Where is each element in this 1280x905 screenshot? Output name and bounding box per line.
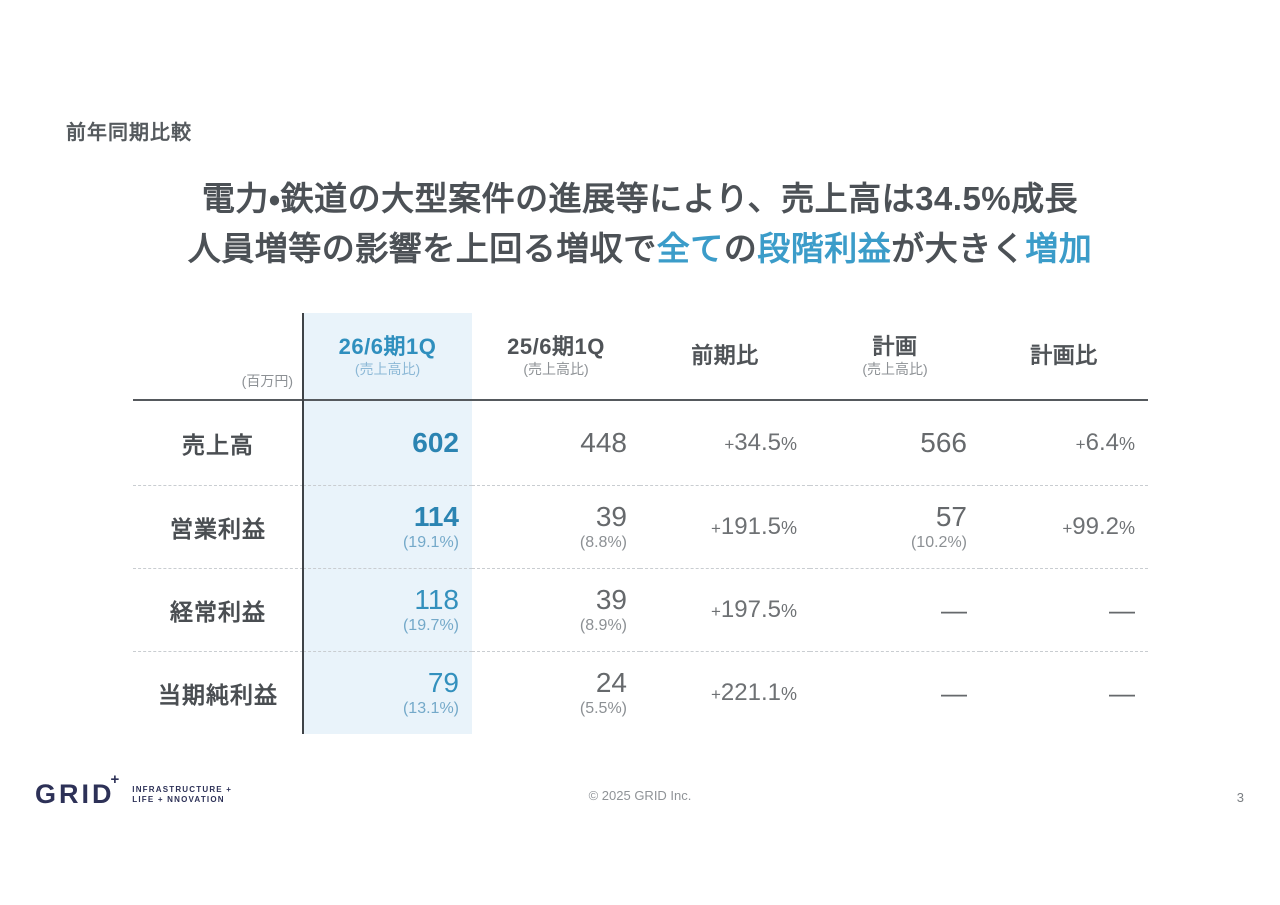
percent-value: — — [1109, 677, 1135, 708]
current-quarter-cell: 602 — [303, 401, 472, 485]
current-quarter-cell: 114 (19.1%) — [303, 485, 472, 568]
column-header-sub: (売上高比) — [862, 361, 928, 377]
percent-value: — — [941, 677, 967, 708]
percent-value: +99.2% — [1062, 513, 1135, 540]
metric-value: 114 — [413, 501, 459, 532]
comparison-table: (百万円) 26/6期1Q (売上高比) 25/6期1Q (売上高比) 前期比 計画 (売上高… — [133, 313, 1148, 734]
percent-value: +34.5% — [724, 429, 797, 456]
current-quarter-cell: 118 (19.7%) — [303, 568, 472, 651]
percent-value: +197.5% — [710, 596, 797, 623]
prior-quarter-cell: 24 (5.5%) — [472, 651, 640, 734]
percent-value: — — [941, 594, 967, 625]
unit-note-cell: (百万円) — [133, 313, 303, 401]
title-segment: が大きく — [891, 230, 1026, 267]
current-quarter-highlight — [303, 313, 472, 734]
plan-ratio-cell: — — [980, 568, 1148, 651]
metric-value: 566 — [920, 427, 967, 458]
column-header-5: 計画比 — [980, 313, 1148, 401]
row-label: 経常利益 — [133, 568, 303, 651]
row-label-text: 当期純利益 — [158, 682, 278, 708]
metric-value: 57 — [935, 501, 967, 532]
plan-cell: — — [810, 568, 980, 651]
metric-value: 39 — [595, 501, 627, 532]
metric-value: 602 — [412, 427, 459, 458]
percent-value: +221.1% — [710, 679, 797, 706]
plan-cell: 566 — [810, 401, 980, 485]
plan-ratio-cell: +6.4% — [980, 401, 1148, 485]
column-header-sub: (売上高比) — [354, 361, 421, 377]
logo-brand-text: GRID — [35, 779, 115, 809]
percent-value: — — [1109, 594, 1135, 625]
column-header-label: 計画 — [872, 334, 918, 359]
metric-ratio: (10.2%) — [910, 534, 967, 551]
metric-ratio: (19.7%) — [402, 617, 459, 634]
logo-plus-icon: + — [110, 771, 120, 788]
logo-wordmark: GRID+ — [35, 771, 123, 810]
row-label-text: 経常利益 — [170, 599, 266, 625]
prior-quarter-cell: 39 (8.8%) — [472, 485, 640, 568]
title-segment: 電力・鉄道の大型案件の進展等により、売上高は34.5%成長 — [201, 180, 1079, 217]
row-label: 売上高 — [133, 401, 303, 485]
row-label-text: 売上高 — [182, 432, 254, 458]
plan-ratio-cell: +99.2% — [980, 485, 1148, 568]
metric-ratio: (8.8%) — [579, 534, 627, 551]
table-vertical-rule — [302, 313, 304, 734]
column-header-label: 前期比 — [691, 343, 759, 368]
percent-value: +6.4% — [1075, 429, 1135, 456]
column-header-2: 25/6期1Q (売上高比) — [472, 313, 640, 401]
metric-value: 39 — [595, 584, 627, 615]
yoy-cell: +34.5% — [640, 401, 810, 485]
title-segment: 増加 — [1025, 230, 1093, 267]
logo-tagline-line-1: INFRASTRUCTURE + — [132, 784, 233, 794]
yoy-cell: +197.5% — [640, 568, 810, 651]
page-number: 3 — [1236, 790, 1244, 805]
column-header-1: 26/6期1Q (売上高比) — [303, 313, 472, 401]
metric-ratio: (8.9%) — [579, 617, 627, 634]
logo-tagline-line-2: LIFE + NNOVATION — [132, 794, 225, 804]
metric-value: 448 — [580, 427, 627, 458]
row-label-text: 営業利益 — [170, 516, 266, 542]
column-header-label: 25/6期1Q — [507, 334, 605, 359]
title-segment: 段階利益 — [757, 230, 892, 267]
row-label: 当期純利益 — [133, 651, 303, 734]
page-kicker: 前年同期比較 — [66, 122, 192, 144]
plan-cell: 57 (10.2%) — [810, 485, 980, 568]
metric-value: 24 — [595, 667, 627, 698]
logo-tagline: INFRASTRUCTURE + LIFE + NNOVATION — [132, 785, 232, 805]
unit-note: (百万円) — [241, 373, 293, 389]
title-line-1: 電力・鉄道の大型案件の進展等により、売上高は34.5%成長 — [0, 174, 1280, 224]
company-logo: GRID+ INFRASTRUCTURE + LIFE + NNOVATION — [35, 771, 232, 810]
plan-cell: — — [810, 651, 980, 734]
percent-value: +191.5% — [710, 513, 797, 540]
yoy-cell: +191.5% — [640, 485, 810, 568]
column-header-sub: (売上高比) — [523, 361, 589, 377]
table-grid: (百万円) 26/6期1Q (売上高比) 25/6期1Q (売上高比) 前期比 計画 (売上高… — [133, 313, 1148, 734]
prior-quarter-cell: 448 — [472, 401, 640, 485]
metric-ratio: (13.1%) — [402, 700, 459, 717]
metric-value: 79 — [427, 667, 459, 698]
title-line-2: 人員増等の影響を上回る増収で全ての段階利益が大きく増加 — [0, 224, 1280, 274]
title-segment: 全て — [656, 230, 724, 267]
metric-ratio: (19.1%) — [402, 534, 459, 551]
column-header-label: 計画比 — [1030, 343, 1098, 368]
current-quarter-cell: 79 (13.1%) — [303, 651, 472, 734]
title-segment: の — [723, 230, 758, 267]
metric-value: 118 — [414, 584, 459, 615]
metric-ratio: (5.5%) — [579, 700, 627, 717]
column-header-3: 前期比 — [640, 313, 810, 401]
title-segment: 人員増等の影響を上回る増収で — [187, 230, 657, 267]
column-header-label: 26/6期1Q — [338, 334, 437, 359]
prior-quarter-cell: 39 (8.9%) — [472, 568, 640, 651]
copyright-text: © 2025 GRID Inc. — [588, 788, 692, 803]
column-header-4: 計画 (売上高比) — [810, 313, 980, 401]
yoy-cell: +221.1% — [640, 651, 810, 734]
plan-ratio-cell: — — [980, 651, 1148, 734]
slide-title: 電力・鉄道の大型案件の進展等により、売上高は34.5%成長 人員増等の影響を上回… — [0, 174, 1280, 274]
row-label: 営業利益 — [133, 485, 303, 568]
